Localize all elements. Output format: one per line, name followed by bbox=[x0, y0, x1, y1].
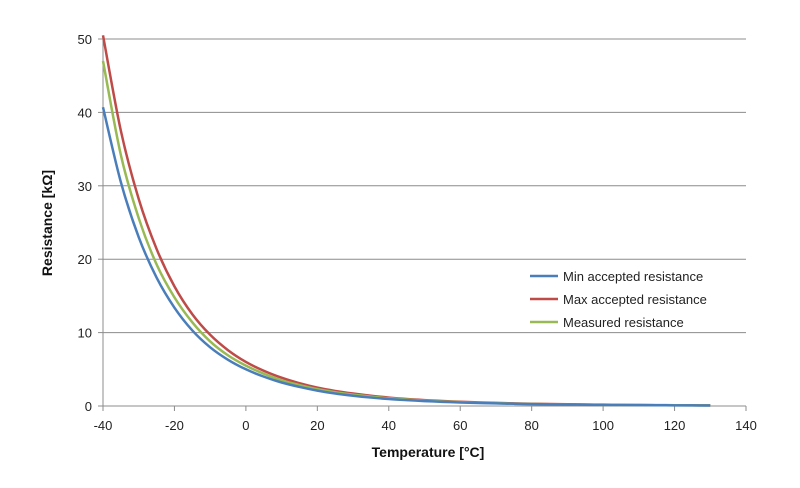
x-tick-label: 60 bbox=[453, 418, 467, 433]
y-tick-label: 10 bbox=[78, 326, 92, 341]
x-tick-label: 120 bbox=[664, 418, 686, 433]
x-tick-label: -40 bbox=[94, 418, 113, 433]
y-tick-label: 0 bbox=[85, 399, 92, 414]
x-axis-title: Temperature [°C] bbox=[372, 444, 485, 460]
x-tick-label: 20 bbox=[310, 418, 324, 433]
series-line-max-accepted-resistance bbox=[101, 35, 711, 407]
legend-label-measured-resistance: Measured resistance bbox=[563, 315, 684, 330]
x-tick-label: 0 bbox=[242, 418, 249, 433]
series-lines bbox=[101, 35, 711, 407]
x-tick-label: 100 bbox=[592, 418, 614, 433]
y-tick-label: 40 bbox=[78, 105, 92, 120]
legend: Min accepted resistance Max accepted resi… bbox=[530, 269, 707, 330]
legend-label-max-accepted-resistance: Max accepted resistance bbox=[563, 292, 707, 307]
x-tick-label: -20 bbox=[165, 418, 184, 433]
axes: 0 10 20 30 40 50 -40 -20 0 20 40 60 80 100 120 140 bbox=[78, 32, 757, 433]
x-tick-label: 40 bbox=[382, 418, 396, 433]
y-tick-label: 30 bbox=[78, 179, 92, 194]
series-line-min-accepted-resistance bbox=[101, 106, 711, 407]
y-axis-title: Resistance [kΩ] bbox=[39, 170, 55, 276]
x-tick-label: 80 bbox=[524, 418, 538, 433]
y-tick-label: 20 bbox=[78, 252, 92, 267]
y-tick-label: 50 bbox=[78, 32, 92, 47]
gridlines bbox=[103, 38, 746, 334]
legend-label-min-accepted-resistance: Min accepted resistance bbox=[563, 269, 703, 284]
x-tick-label: 140 bbox=[735, 418, 757, 433]
